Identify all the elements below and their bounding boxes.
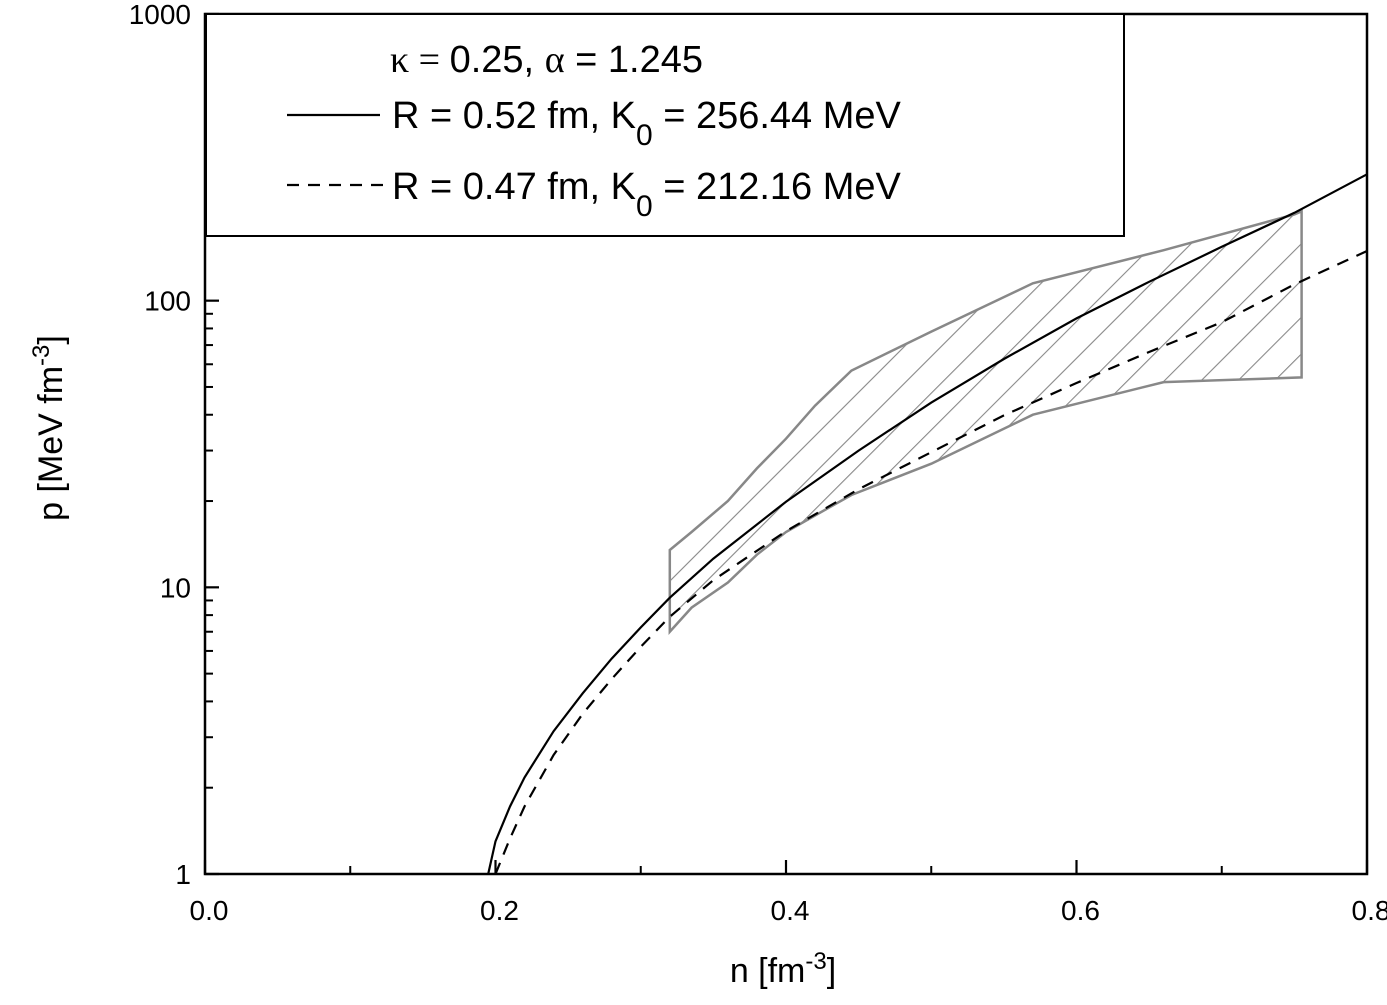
legend: κ = 0.25, α = 1.245 R = 0.52 fm, K0 = 25… [205,13,1125,237]
y-axis-label-sup: -3 [28,345,55,366]
header-gap [534,39,545,81]
legend-entry-dashed-main: R = 0.47 fm, K [392,166,636,208]
series-line-solid [487,173,1367,874]
y-axis-label-end: ] [32,335,70,344]
uncertainty-band-layer [668,209,1303,635]
y-tick-label: 1000 [129,0,191,30]
y-axis-label: p [MeV fm-3] [28,335,71,521]
legend-entry-solid-end: = 256.44 MeV [653,95,902,137]
legend-entry-dashed-sub: 0 [636,190,653,223]
x-axis-label-main: n [fm [730,952,806,990]
legend-box [205,13,1125,237]
legend-header: κ = 0.25, α = 1.245 [390,39,703,81]
y-tick-label: 10 [160,572,191,603]
kappa-symbol: κ [390,39,409,81]
legend-entry-solid-sub: 0 [636,119,653,152]
x-tick-label: 0.2 [480,895,519,926]
x-tick-label: 0.8 [1352,895,1387,926]
kappa-value: 0.25, [450,39,535,81]
x-tick-label: 0.6 [1061,895,1100,926]
x-axis-label-end: ] [827,952,836,990]
series-layer [487,173,1367,874]
legend-entry-dashed-end: = 212.16 MeV [653,166,902,208]
x-tick-label: 0.0 [190,895,229,926]
x-axis-label-sup: -3 [805,948,826,975]
legend-entry-solid: R = 0.52 fm, K0 = 256.44 MeV [392,95,902,152]
x-axis-ticks: 0.0 0.2 0.4 0.6 0.8 [190,860,1387,926]
x-axis-label: n [fm-3] [730,948,836,991]
alpha-symbol: α [545,39,565,81]
kappa-equals: = [409,39,449,81]
uncertainty-band [668,209,1303,635]
legend-entry-dashed: R = 0.47 fm, K0 = 212.16 MeV [392,166,902,223]
y-tick-label: 100 [144,286,191,317]
alpha-equals: = [565,39,608,81]
y-tick-label: 1 [175,859,191,890]
legend-entry-solid-main: R = 0.52 fm, K [392,95,636,137]
y-axis-label-main: p [MeV fm [32,366,70,521]
x-tick-label: 0.4 [771,895,810,926]
alpha-value: 1.245 [608,39,703,81]
